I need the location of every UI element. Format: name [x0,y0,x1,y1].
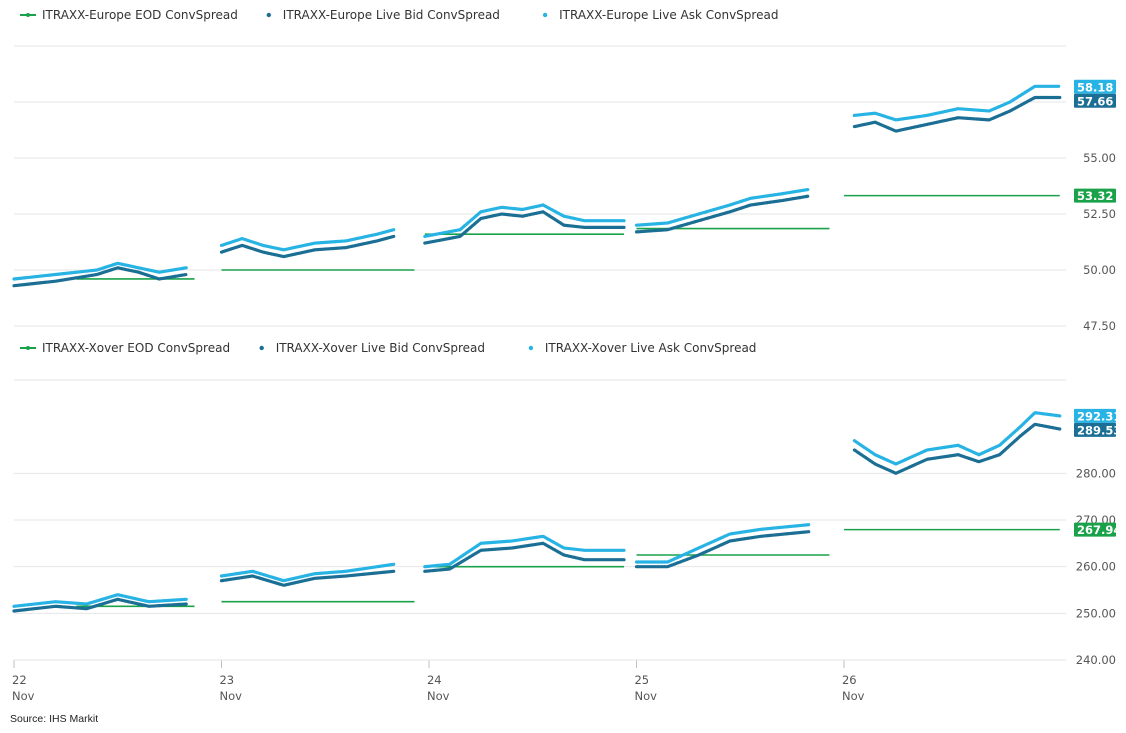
x-tick-month: Nov [842,689,865,703]
x-tick-label: 25 [634,673,649,687]
legend-dot-marker [26,346,30,350]
bid-series-line [423,210,626,245]
y-tick-label: 250.00 [1076,606,1116,620]
y-tick-label: 280.00 [1076,466,1116,480]
x-tick-month: Nov [427,689,450,703]
last-value-badge-ask [1074,408,1116,423]
y-tick-label: 260.00 [1076,560,1116,574]
ask-series-line [423,203,626,238]
bid-series-line [634,194,811,234]
y-tick-label: 240.00 [1076,653,1116,667]
legend-label: ITRAXX-Europe Live Ask ConvSpread [559,8,778,22]
bid-series-line [852,95,1062,133]
last-value-badge-ask [1074,79,1116,94]
legend-label: ITRAXX-Xover Live Bid ConvSpread [276,341,485,355]
x-tick-label: 26 [842,673,857,687]
last-value-label-ask: 58.18 [1077,80,1113,94]
x-tick-month: Nov [219,689,242,703]
legend-dot-marker [259,345,264,351]
x-tick-label: 22 [12,673,27,687]
bid-series-line [852,422,1062,476]
ask-series-line [12,261,188,281]
legend-label: ITRAXX-Xover EOD ConvSpread [42,341,230,355]
last-value-label-eod: 53.32 [1077,189,1113,203]
last-value-badge-eod [1074,188,1116,203]
last-value-label-eod: 267.94 [1077,523,1121,537]
bid-series-line [12,266,188,288]
bid-series-line [219,234,396,259]
y-tick-label: 47.50 [1083,319,1116,333]
y-tick-label: 55.00 [1083,151,1116,165]
bid-series-line [634,530,811,569]
last-value-label-ask: 292.31 [1077,409,1121,423]
ask-series-line [12,593,188,608]
legend-dot-marker [528,345,534,351]
x-tick-label: 24 [427,673,442,687]
bid-series-line [423,541,626,573]
bid-series-line [12,597,188,613]
legend-label: ITRAXX-Xover Live Ask ConvSpread [545,341,757,355]
ask-series-line [852,411,1062,466]
bid-series-line [219,569,396,587]
ask-series-line [423,534,626,569]
x-tick-month: Nov [634,689,657,703]
y-tick-label: 52.50 [1083,207,1116,221]
last-value-badge-bid [1074,93,1116,108]
ask-series-line [634,523,811,564]
legend-dot-marker [26,13,30,17]
ask-series-line [852,84,1062,122]
y-tick-label: 50.00 [1083,263,1116,277]
legend-label: ITRAXX-Europe EOD ConvSpread [42,8,238,22]
legend-dot-marker [542,12,548,18]
ask-series-line [634,187,811,227]
legend-dot-marker [266,12,271,18]
x-tick-month: Nov [12,689,35,703]
legend-label: ITRAXX-Europe Live Bid ConvSpread [283,8,500,22]
last-value-label-bid: 289.53 [1077,423,1121,437]
last-value-label-bid: 57.66 [1077,94,1113,108]
x-tick-label: 23 [219,673,234,687]
source-note: Source: IHS Markit [10,713,99,725]
ask-series-line [219,228,396,252]
last-value-badge-eod [1074,522,1116,537]
last-value-badge-bid [1074,422,1116,437]
ask-series-line [219,562,396,583]
